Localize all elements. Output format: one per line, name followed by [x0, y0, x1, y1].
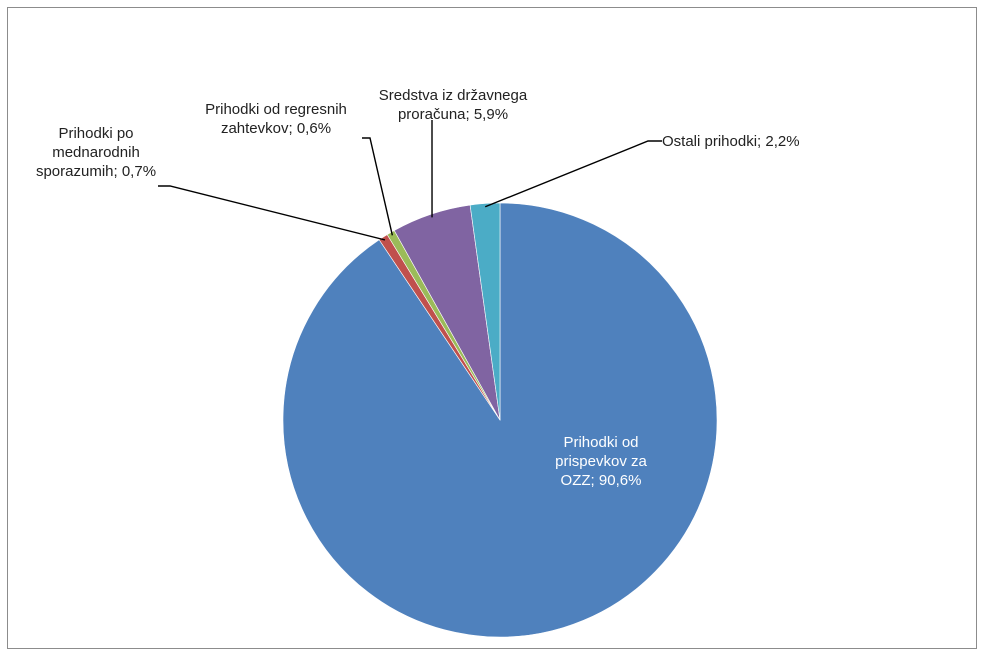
- data-label-prispevki: Prihodki od prispevkov za OZZ; 90,6%: [555, 434, 647, 489]
- data-label-mednarodni: Prihodki po mednarodnih sporazumih; 0,7%: [35, 125, 157, 180]
- pie-chart: [158, 120, 718, 638]
- leader-mednarodni: [158, 185, 386, 241]
- data-label-ostali: Ostali prihodki; 2,2%: [662, 133, 800, 150]
- chart-frame: Prihodki od prispevkov za OZZ; 90,6% Pri…: [7, 7, 977, 649]
- leader-regresni: [362, 137, 394, 236]
- data-label-proracun: Sredstva iz državnega proračuna; 5,9%: [378, 87, 528, 123]
- slice-ostali: [469, 202, 501, 421]
- data-label-regresni: Prihodki od regresnih zahtevkov; 0,6%: [205, 101, 347, 137]
- leader-ostali: [484, 140, 662, 208]
